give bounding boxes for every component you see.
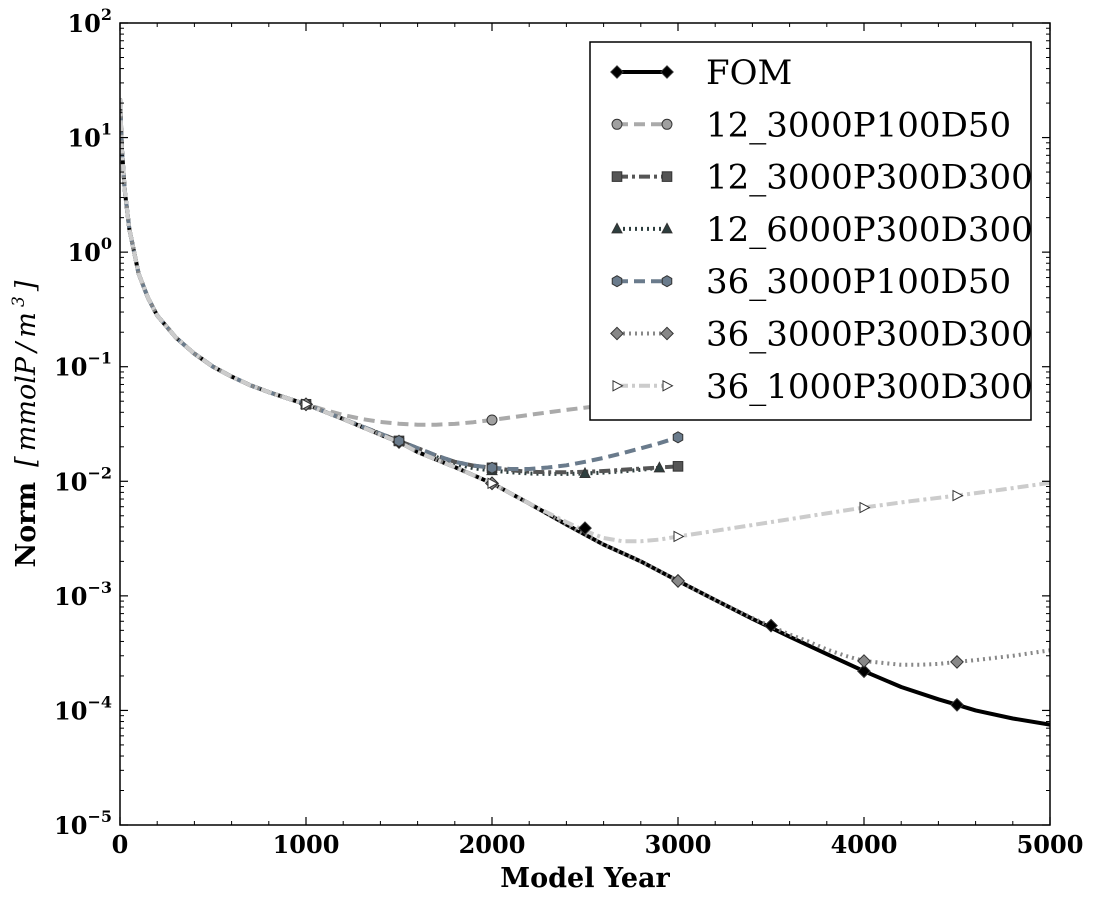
y-tick-base: 10 xyxy=(54,696,87,725)
y-tick-label: 101 xyxy=(67,120,112,153)
y-tick-base: 10 xyxy=(54,353,87,382)
y-axis-title-name: Norm xyxy=(11,482,42,567)
legend: FOM 12_3000P100D50 12_3000P300D300 12_6000P… xyxy=(589,41,1033,421)
y-tick-exponent: −3 xyxy=(87,578,112,597)
y-axis-unit-exponent: 3 xyxy=(9,296,29,307)
legend-label: 36_3000P300D300 xyxy=(706,315,1033,355)
y-tick-base: 10 xyxy=(54,582,87,611)
y-tick-base: 10 xyxy=(67,238,100,267)
legend-marker xyxy=(662,379,674,392)
x-tick-label: 2000 xyxy=(459,830,526,859)
y-axis-title: Norm [ mmolP / m 3 ] xyxy=(9,280,42,567)
x-axis-title: Model Year xyxy=(500,863,670,894)
y-tick-exponent: 2 xyxy=(101,5,112,24)
y-axis-unit-m: m xyxy=(11,312,42,338)
point-fom xyxy=(950,697,964,712)
legend-entry-fom: FOM xyxy=(610,53,792,93)
y-tick-base: 10 xyxy=(54,811,87,840)
point-36-1000p300d300 xyxy=(673,530,685,543)
legend-entry-36-3000p100d50: 36_3000P100D50 xyxy=(611,262,1011,302)
point-fom xyxy=(857,664,871,679)
x-tick-label: 0 xyxy=(112,830,129,859)
legend-label: 12_6000P300D300 xyxy=(706,210,1033,250)
point-fom xyxy=(764,618,778,633)
x-tick-label: 4000 xyxy=(831,830,898,859)
y-tick-label: 10−1 xyxy=(54,349,112,382)
series-layer xyxy=(120,98,1050,727)
y-tick-exponent: 0 xyxy=(101,234,112,253)
legend-marker xyxy=(611,118,623,130)
series-markers xyxy=(299,397,964,712)
y-tick-label: 10−3 xyxy=(54,578,112,611)
legend-entry-12-3000p100d50: 12_3000P100D50 xyxy=(611,105,1011,145)
point-36-3000p300d300 xyxy=(671,574,685,588)
legend-marker xyxy=(661,222,673,234)
legend-marker xyxy=(612,379,624,392)
y-tick-exponent: −5 xyxy=(87,807,112,826)
y-tick-label: 10−4 xyxy=(54,692,112,725)
y-tick-exponent: −4 xyxy=(87,692,112,711)
point-12-6000p300d300 xyxy=(653,461,666,473)
legend-label: 36_3000P100D50 xyxy=(706,262,1011,302)
legend-marker xyxy=(611,275,623,288)
legend-marker xyxy=(610,326,624,341)
legend-entry-36-1000p300d300: 36_1000P300D300 xyxy=(612,367,1033,407)
point-36-3000p100d50 xyxy=(393,434,405,448)
legend-entry-36-3000p300d300: 36_3000P300D300 xyxy=(610,315,1033,355)
point-36-3000p100d50 xyxy=(672,431,684,444)
legend-marker xyxy=(660,326,674,341)
y-tick-label: 100 xyxy=(67,234,112,267)
point-12-6000p300d300 xyxy=(579,466,591,478)
y-tick-base: 10 xyxy=(54,467,87,496)
y-tick-exponent: −1 xyxy=(87,349,112,368)
legend-label: 36_1000P300D300 xyxy=(706,367,1033,407)
y-axis-unit-close: ] xyxy=(11,280,42,292)
x-tick-label: 1000 xyxy=(273,830,340,859)
legend-marker xyxy=(611,171,623,182)
point-36-1000p300d300 xyxy=(859,501,871,514)
x-tick-label: 5000 xyxy=(1017,830,1084,859)
point-12-3000p100d50 xyxy=(486,414,498,426)
legend-entry-12-3000p300d300: 12_3000P300D300 xyxy=(611,158,1033,198)
legend-marker xyxy=(661,275,673,288)
y-tick-base: 10 xyxy=(67,124,100,153)
legend-entry-12-6000p300d300: 12_6000P300D300 xyxy=(611,210,1033,250)
legend-label: 12_3000P300D300 xyxy=(706,158,1033,198)
legend-entries: FOM 12_3000P100D50 12_3000P300D300 12_6000P… xyxy=(610,53,1033,407)
point-36-1000p300d300 xyxy=(301,398,313,411)
y-tick-exponent: −2 xyxy=(87,463,112,482)
y-tick-label: 102 xyxy=(67,5,112,38)
series-line-36-1000p300d300 xyxy=(120,98,1050,544)
x-tick-label: 3000 xyxy=(645,830,712,859)
legend-marker xyxy=(661,118,673,130)
point-36-1000p300d300 xyxy=(487,477,499,490)
y-tick-exponent: 1 xyxy=(101,120,112,139)
tick-layer: 0 1000 2000 3000 4000 500010210110010−110−210… xyxy=(54,5,1083,859)
legend-marker xyxy=(661,171,673,182)
point-12-3000p300d300 xyxy=(672,461,684,472)
point-36-3000p300d300 xyxy=(857,654,871,668)
legend-marker xyxy=(610,65,624,79)
y-tick-base: 10 xyxy=(67,9,100,38)
point-36-3000p300d300 xyxy=(950,655,964,669)
y-axis-unit-open: [ xyxy=(11,456,42,467)
legend-marker xyxy=(660,65,674,79)
point-36-3000p100d50 xyxy=(486,461,498,474)
y-tick-label: 10−5 xyxy=(54,807,112,840)
y-tick-label: 10−2 xyxy=(54,463,112,496)
legend-marker xyxy=(611,222,623,234)
legend-label: 12_3000P100D50 xyxy=(706,105,1011,145)
plot-frame xyxy=(119,22,1051,826)
point-36-1000p300d300 xyxy=(952,489,964,502)
y-axis-unit-mmolp: mmolP xyxy=(11,356,42,451)
legend-label: FOM xyxy=(706,53,792,93)
point-fom xyxy=(578,521,592,536)
